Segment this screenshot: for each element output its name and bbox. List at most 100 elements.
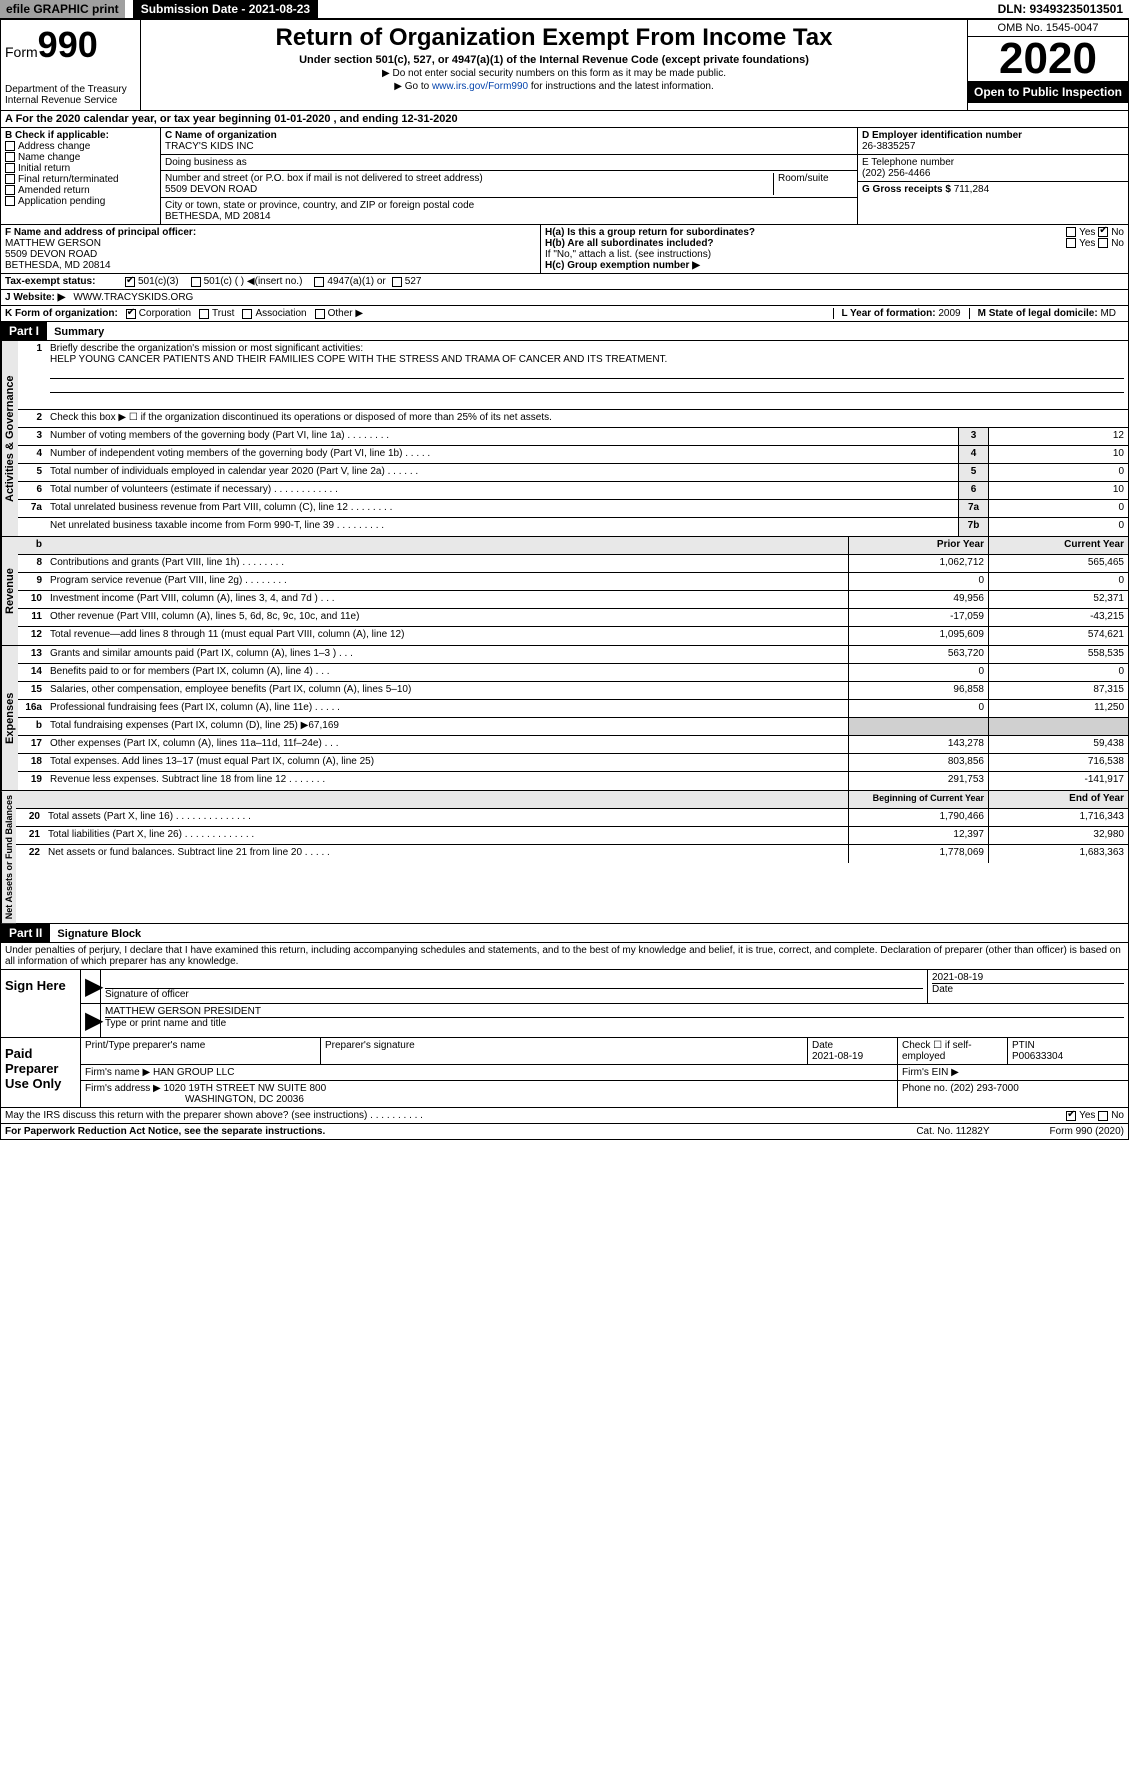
form-number: 990 bbox=[38, 24, 98, 65]
dln-number: DLN: 93493235013501 bbox=[998, 2, 1129, 16]
check-name[interactable]: Name change bbox=[5, 152, 156, 163]
line-5: 5Total number of individuals employed in… bbox=[18, 464, 1128, 482]
line-18: 18Total expenses. Add lines 13–17 (must … bbox=[18, 754, 1128, 772]
col-b: B Check if applicable: Address change Na… bbox=[1, 128, 161, 224]
firm-address: 1020 19TH STREET NW SUITE 800 bbox=[164, 1083, 327, 1094]
line-1: 1 Briefly describe the organization's mi… bbox=[18, 341, 1128, 410]
line-6: 6Total number of volunteers (estimate if… bbox=[18, 482, 1128, 500]
org-name: TRACY'S KIDS INC bbox=[165, 141, 853, 152]
line-7a: 7aTotal unrelated business revenue from … bbox=[18, 500, 1128, 518]
cat-no: Cat. No. 11282Y bbox=[916, 1126, 989, 1137]
check-assoc[interactable] bbox=[242, 309, 252, 319]
discuss-no[interactable] bbox=[1098, 1111, 1108, 1121]
h-b-note: If "No," attach a list. (see instruction… bbox=[545, 249, 1124, 260]
street-address: 5509 DEVON ROAD bbox=[165, 184, 773, 195]
h-c: H(c) Group exemption number ▶ bbox=[545, 260, 1124, 271]
col-d: D Employer identification number 26-3835… bbox=[858, 128, 1128, 224]
part2-header: Part II Signature Block bbox=[0, 924, 1129, 943]
ein: 26-3835257 bbox=[862, 141, 1124, 152]
firm-name: HAN GROUP LLC bbox=[153, 1067, 235, 1078]
line-22: 22Net assets or fund balances. Subtract … bbox=[16, 845, 1128, 863]
dba-row: Doing business as bbox=[161, 155, 857, 171]
check-address[interactable]: Address change bbox=[5, 141, 156, 152]
netassets-section: Net Assets or Fund Balances Beginning of… bbox=[0, 791, 1129, 924]
line-15: 15Salaries, other compensation, employee… bbox=[18, 682, 1128, 700]
netassets-label: Net Assets or Fund Balances bbox=[1, 791, 16, 923]
form-number-cell: Form990 Department of the Treasury Inter… bbox=[1, 20, 141, 110]
line-10: 10Investment income (Part VIII, column (… bbox=[18, 591, 1128, 609]
check-initial[interactable]: Initial return bbox=[5, 163, 156, 174]
right-header-cell: OMB No. 1545-0047 2020 Open to Public In… bbox=[968, 20, 1128, 110]
col-c: C Name of organization TRACY'S KIDS INC … bbox=[161, 128, 858, 224]
h-b: H(b) Are all subordinates included? Yes … bbox=[545, 238, 1124, 249]
form-subtitle: Under section 501(c), 527, or 4947(a)(1)… bbox=[145, 54, 963, 66]
room-suite: Room/suite bbox=[773, 173, 853, 195]
check-501c3[interactable] bbox=[125, 277, 135, 287]
paid-preparer-section: Paid Preparer Use Only Print/Type prepar… bbox=[0, 1038, 1129, 1108]
paperwork-notice: For Paperwork Reduction Act Notice, see … bbox=[5, 1126, 325, 1137]
phone-row: E Telephone number (202) 256-4466 bbox=[858, 155, 1128, 182]
check-pending[interactable]: Application pending bbox=[5, 196, 156, 207]
revenue-section: Revenue bPrior YearCurrent Year 8Contrib… bbox=[0, 537, 1129, 646]
line-3: 3Number of voting members of the governi… bbox=[18, 428, 1128, 446]
website-url[interactable]: WWW.TRACYSKIDS.ORG bbox=[73, 292, 193, 303]
section-fh: F Name and address of principal officer:… bbox=[0, 225, 1129, 274]
firm-phone: (202) 293-7000 bbox=[950, 1083, 1018, 1094]
line-21: 21Total liabilities (Part X, line 26) . … bbox=[16, 827, 1128, 845]
form-header: Form990 Department of the Treasury Inter… bbox=[0, 19, 1129, 111]
line-19: 19Revenue less expenses. Subtract line 1… bbox=[18, 772, 1128, 790]
k-row: K Form of organization: Corporation Trus… bbox=[0, 306, 1129, 322]
efile-button[interactable]: efile GRAPHIC print bbox=[0, 0, 125, 18]
calendar-row: A For the 2020 calendar year, or tax yea… bbox=[0, 111, 1129, 128]
form-prefix: Form bbox=[5, 44, 38, 60]
line-16a: 16aProfessional fundraising fees (Part I… bbox=[18, 700, 1128, 718]
line-7b: Net unrelated business taxable income fr… bbox=[18, 518, 1128, 536]
note-link: ▶ Go to www.irs.gov/Form990 for instruct… bbox=[145, 81, 963, 92]
line-8: 8Contributions and grants (Part VIII, li… bbox=[18, 555, 1128, 573]
addr-row: Number and street (or P.O. box if mail i… bbox=[161, 171, 857, 198]
check-4947[interactable] bbox=[314, 277, 324, 287]
rev-header: bPrior YearCurrent Year bbox=[18, 537, 1128, 555]
check-corp[interactable] bbox=[126, 309, 136, 319]
check-527[interactable] bbox=[392, 277, 402, 287]
website-row: J Website: ▶ WWW.TRACYSKIDS.ORG bbox=[0, 290, 1129, 306]
irs-link[interactable]: www.irs.gov/Form990 bbox=[432, 81, 528, 92]
top-bar: efile GRAPHIC print Submission Date - 20… bbox=[0, 0, 1129, 19]
officer-name: MATTHEW GERSON bbox=[5, 238, 536, 249]
discuss-yes[interactable] bbox=[1066, 1111, 1076, 1121]
city-state-zip: BETHESDA, MD 20814 bbox=[165, 211, 853, 222]
line-17: 17Other expenses (Part IX, column (A), l… bbox=[18, 736, 1128, 754]
calendar-year: A For the 2020 calendar year, or tax yea… bbox=[1, 111, 462, 127]
check-trust[interactable] bbox=[199, 309, 209, 319]
form-footer: Form 990 (2020) bbox=[1050, 1126, 1124, 1137]
revenue-label: Revenue bbox=[1, 537, 18, 645]
m-cell: M State of legal domicile: MD bbox=[969, 308, 1124, 319]
line-11: 11Other revenue (Part VIII, column (A), … bbox=[18, 609, 1128, 627]
line-20: 20Total assets (Part X, line 16) . . . .… bbox=[16, 809, 1128, 827]
sign-here-section: Sign Here ▶ Signature of officer 2021-08… bbox=[0, 970, 1129, 1038]
city-row: City or town, state or province, country… bbox=[161, 198, 857, 224]
officer-addr1: 5509 DEVON ROAD bbox=[5, 249, 536, 260]
check-501c[interactable] bbox=[191, 277, 201, 287]
governance-section: Activities & Governance 1 Briefly descri… bbox=[0, 341, 1129, 537]
line-9: 9Program service revenue (Part VIII, lin… bbox=[18, 573, 1128, 591]
mission-text: HELP YOUNG CANCER PATIENTS AND THEIR FAM… bbox=[50, 354, 1124, 365]
check-other[interactable] bbox=[315, 309, 325, 319]
gross-receipts: 711,284 bbox=[954, 184, 989, 195]
expenses-label: Expenses bbox=[1, 646, 18, 790]
col-h: H(a) Is this a group return for subordin… bbox=[541, 225, 1128, 273]
h-a: H(a) Is this a group return for subordin… bbox=[545, 227, 1124, 238]
line-13: 13Grants and similar amounts paid (Part … bbox=[18, 646, 1128, 664]
l-cell: L Year of formation: 2009 bbox=[833, 308, 969, 319]
org-name-row: C Name of organization TRACY'S KIDS INC bbox=[161, 128, 857, 155]
tax-year: 2020 bbox=[968, 37, 1128, 81]
title-cell: Return of Organization Exempt From Incom… bbox=[141, 20, 968, 110]
check-final[interactable]: Final return/terminated bbox=[5, 174, 156, 185]
submission-date: Submission Date - 2021-08-23 bbox=[133, 0, 318, 18]
governance-label: Activities & Governance bbox=[1, 341, 18, 536]
footer: For Paperwork Reduction Act Notice, see … bbox=[0, 1124, 1129, 1140]
discuss-row: May the IRS discuss this return with the… bbox=[0, 1108, 1129, 1124]
line-16b: bTotal fundraising expenses (Part IX, co… bbox=[18, 718, 1128, 736]
line-12: 12Total revenue—add lines 8 through 11 (… bbox=[18, 627, 1128, 645]
check-amended[interactable]: Amended return bbox=[5, 185, 156, 196]
